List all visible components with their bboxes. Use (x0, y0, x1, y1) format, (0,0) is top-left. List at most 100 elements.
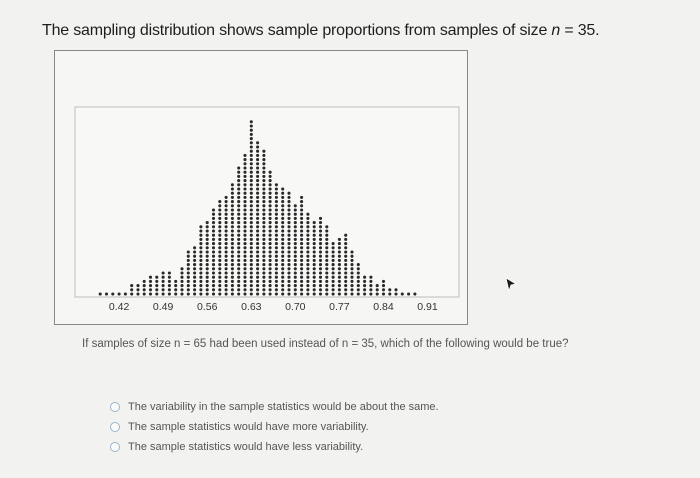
dot (243, 170, 247, 174)
dot (230, 258, 234, 262)
dot (344, 258, 348, 262)
dot (306, 271, 310, 275)
dot (293, 237, 297, 241)
dot (243, 233, 247, 237)
dot (312, 271, 316, 275)
dot (186, 292, 190, 296)
dot (287, 242, 291, 246)
dot (287, 195, 291, 199)
dot (306, 229, 310, 233)
dot (193, 271, 197, 275)
dot (331, 271, 335, 275)
dot (243, 216, 247, 220)
dot (256, 246, 260, 250)
radio-button-icon[interactable] (110, 402, 120, 412)
dot (274, 237, 278, 241)
dot (268, 254, 272, 258)
option-less-variability[interactable]: The sample statistics would have less va… (110, 437, 439, 457)
dot (363, 288, 367, 292)
radio-button-icon[interactable] (110, 422, 120, 432)
dot (130, 292, 134, 296)
dot (211, 292, 216, 296)
dot (344, 292, 348, 296)
dot (243, 225, 247, 229)
dot (237, 275, 241, 279)
dot (306, 279, 310, 283)
dot (230, 275, 234, 279)
dot (363, 284, 367, 288)
dot (312, 267, 316, 271)
dot (281, 216, 285, 220)
dot (344, 246, 348, 250)
dot (249, 166, 253, 170)
dot (331, 267, 335, 271)
x-tick-label: 0.63 (241, 301, 262, 313)
dot (249, 137, 253, 141)
dot (205, 288, 209, 292)
dot (249, 263, 253, 267)
dot (312, 229, 316, 233)
dot (325, 225, 329, 229)
dot (256, 267, 260, 271)
dot (230, 271, 234, 275)
radio-button-icon[interactable] (110, 442, 120, 452)
dot (237, 216, 241, 220)
dot (230, 187, 234, 191)
dot (325, 250, 329, 254)
dot (300, 200, 304, 204)
dot (211, 208, 216, 212)
option-more-variability[interactable]: The sample statistics would have more va… (110, 417, 439, 437)
dot (237, 200, 241, 204)
dot (293, 229, 297, 233)
dot (211, 250, 216, 254)
dot (249, 120, 253, 124)
dot (186, 271, 190, 275)
dot (218, 229, 222, 233)
dot (249, 292, 253, 296)
dot (256, 179, 260, 183)
dot (281, 275, 285, 279)
dot (363, 275, 367, 279)
dot (337, 284, 341, 288)
dot (142, 284, 146, 288)
dot (268, 237, 272, 241)
dot (155, 288, 159, 292)
dot (318, 233, 323, 237)
dot (205, 275, 209, 279)
dot (224, 271, 228, 275)
tick-label-group: 0.42 0.49 0.56 0.63 0.70 0.77 0.84 0.91 (109, 301, 438, 313)
option-same-variability[interactable]: The variability in the sample statistics… (110, 397, 439, 417)
dot (237, 204, 241, 208)
dot (249, 242, 253, 246)
dot (262, 187, 266, 191)
dot (180, 279, 184, 283)
dot (318, 246, 323, 250)
dot (318, 221, 323, 225)
dot (205, 225, 209, 229)
dot (230, 216, 234, 220)
dot (344, 250, 348, 254)
dot (287, 229, 291, 233)
dot (381, 284, 386, 288)
dot (306, 263, 310, 267)
dot (256, 221, 260, 225)
dot (337, 267, 341, 271)
dot (281, 258, 285, 262)
dot (186, 267, 190, 271)
dot (312, 250, 316, 254)
dot (268, 170, 272, 174)
dot (243, 279, 247, 283)
dot (293, 225, 297, 229)
dot (300, 233, 304, 237)
dot (274, 271, 278, 275)
dot (363, 279, 367, 283)
dot (394, 292, 398, 296)
dot (344, 275, 348, 279)
dot (205, 258, 209, 262)
dot (256, 237, 260, 241)
dot (199, 225, 203, 229)
dot (337, 288, 341, 292)
dot (130, 284, 134, 288)
x-tick-label: 0.56 (197, 301, 218, 313)
dot (268, 250, 272, 254)
